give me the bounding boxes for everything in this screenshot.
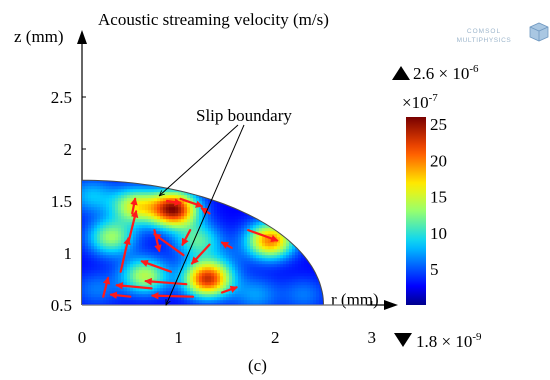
y-axis-label: z (mm): [14, 27, 64, 46]
streaming-arrow: [165, 198, 183, 206]
y-axis: z (mm) 0.5 1 1.5 2 2.5: [14, 27, 87, 315]
streaming-arrow: [200, 207, 211, 215]
colorbar-tick-label: 10: [430, 224, 447, 243]
colorbar-scale-label: ×10-7: [402, 92, 438, 112]
x-tick-label: 3: [368, 328, 377, 347]
logo-line2: MULTIPHYSICS: [457, 37, 512, 44]
streaming-arrow: [220, 241, 233, 249]
x-tick-label: 1: [174, 328, 183, 347]
y-tick-label: 2.5: [51, 88, 72, 107]
y-tick-label: 1: [64, 244, 73, 263]
colorbar-tick-label: 25: [430, 115, 447, 134]
y-tick-label: 2: [64, 140, 73, 159]
x-axis-label: r (mm): [331, 290, 379, 309]
streaming-arrow: [140, 259, 172, 273]
streaming-arrows: [102, 197, 279, 300]
streaming-arrow: [153, 233, 185, 257]
chart-title: Acoustic streaming velocity (m/s): [98, 10, 329, 29]
annotation-pointer: [166, 124, 245, 305]
streaming-arrow: [115, 282, 153, 290]
streaming-arrow: [220, 285, 238, 294]
comsol-logo: COMSOL MULTIPHYSICS: [457, 22, 549, 44]
figure-caption: (c): [248, 356, 267, 375]
y-tick-label: 0.5: [51, 296, 72, 315]
streaming-arrow: [247, 229, 279, 243]
streaming-arrow: [151, 292, 195, 300]
colorbar-tick-label: 20: [430, 151, 447, 170]
streaming-arrow: [119, 236, 131, 273]
slip-boundary-annotation: Slip boundary: [159, 106, 292, 305]
colorbar-tick-label: 15: [430, 188, 447, 207]
logo-line1: COMSOL: [467, 28, 501, 35]
colorbar: 5 10 15 20 25 ×10-7 2.6 × 10-6 1.8 × 10-9: [392, 63, 482, 351]
max-marker-icon: [392, 66, 410, 80]
y-tick-label: 1.5: [51, 192, 72, 211]
streaming-arrow: [179, 197, 204, 208]
x-tick-label: 0: [78, 328, 87, 347]
streaming-arrow: [144, 277, 188, 286]
x-tick-label: 2: [271, 328, 280, 347]
streaming-arrow: [109, 291, 132, 299]
min-marker-text: 1.8 × 10-9: [416, 331, 482, 351]
streaming-arrow: [127, 209, 139, 244]
streaming-arrow: [191, 243, 211, 265]
annotation-label: Slip boundary: [196, 106, 292, 125]
streaming-arrow: [181, 229, 192, 247]
y-axis-arrow: [77, 30, 87, 44]
svg-text:×10-7: ×10-7: [402, 92, 438, 112]
max-marker-text: 2.6 × 10-6: [413, 63, 479, 83]
streaming-arrow: [102, 276, 111, 298]
x-axis-arrow: [384, 300, 398, 310]
streaming-arrow: [130, 197, 138, 215]
colorbar-gradient: [406, 117, 426, 305]
min-marker-icon: [394, 333, 412, 347]
annotation-pointer: [159, 124, 239, 196]
colorbar-tick-label: 5: [430, 260, 439, 279]
slip-boundary-curve: [82, 179, 324, 306]
velocity-field: [82, 180, 324, 305]
